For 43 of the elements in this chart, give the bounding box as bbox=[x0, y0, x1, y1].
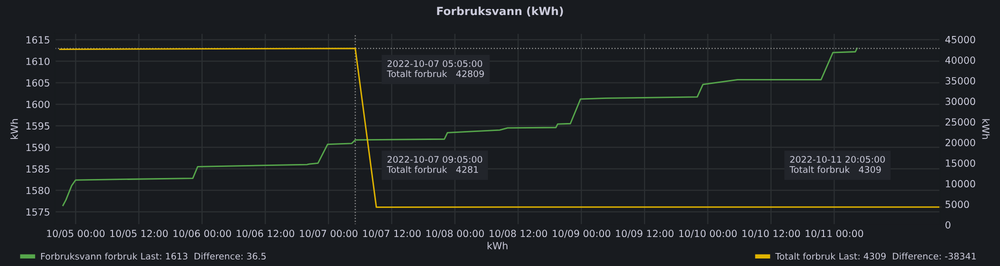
y2-tick-label: 40000 bbox=[945, 56, 976, 64]
y-tick-label: 1595 bbox=[26, 122, 50, 130]
annotation: 2022-10-11 20:05:00 Totalt forbruk 4309 bbox=[790, 156, 885, 173]
x-tick-label: 10/07 00:00 bbox=[300, 230, 358, 238]
x-tick-label: 10/09 00:00 bbox=[552, 230, 610, 238]
y2-tick-label: 20000 bbox=[946, 138, 976, 146]
y-axis-title: kWh bbox=[10, 119, 18, 139]
chart-title: Forbruksvann (kWh) bbox=[437, 6, 563, 16]
y2-tick-label: 35000 bbox=[946, 77, 976, 84]
x-tick-label: 10/10 00:00 bbox=[679, 230, 737, 238]
text: Last: 4309 Difference: -38341 bbox=[839, 252, 976, 260]
x-tick-label: 10/07 12:00 bbox=[363, 230, 421, 238]
x-tick-label: 10/11 00:00 bbox=[806, 230, 864, 238]
y-tick-label: 1580 bbox=[26, 186, 50, 194]
y-tick-label: 1600 bbox=[26, 100, 50, 108]
y2-axis-title: kWh bbox=[982, 119, 990, 139]
y2-tick-label: 10000 bbox=[946, 180, 976, 188]
x-tick-label: 10/10 12:00 bbox=[742, 230, 800, 238]
legend-label: Forbruksvann forbruk bbox=[41, 252, 138, 260]
y-tick-label: 1610 bbox=[26, 58, 50, 66]
x-tick-label: 10/06 12:00 bbox=[236, 230, 294, 238]
x-axis-title: kWh bbox=[488, 242, 508, 250]
text: Last: 1613 Difference: 36.5 bbox=[141, 252, 266, 260]
y2-tick-label: 45000 bbox=[945, 36, 976, 44]
y-tick-label: 1585 bbox=[26, 165, 50, 173]
y2-tick-label: 25000 bbox=[946, 118, 976, 126]
y-tick-label: 1590 bbox=[26, 144, 50, 152]
y-tick-label: 1575 bbox=[26, 208, 50, 216]
legend-label: Totalt forbruk bbox=[775, 252, 836, 260]
y-tick-label: 1605 bbox=[26, 79, 50, 87]
x-tick-label: 10/08 12:00 bbox=[490, 230, 548, 238]
annotation: 2022-10-07 09:05:00 Totalt forbruk 4281 bbox=[386, 156, 482, 173]
y-tick-label: 1615 bbox=[26, 36, 50, 44]
annotation: 2022-10-07 05:05:00 Totalt forbruk 42809 bbox=[386, 60, 484, 78]
y2-tick-label: 15000 bbox=[946, 159, 976, 167]
x-tick-label: 10/05 12:00 bbox=[110, 230, 168, 238]
x-tick-label: 10/09 12:00 bbox=[616, 230, 674, 238]
x-tick-label: 10/06 00:00 bbox=[174, 230, 231, 238]
y2-tick-label: 0 bbox=[946, 221, 950, 229]
x-tick-label: 10/08 00:00 bbox=[426, 230, 484, 238]
y2-tick-label: 30000 bbox=[946, 98, 976, 106]
x-tick-label: 10/05 00:00 bbox=[47, 230, 105, 238]
y2-tick-label: 5000 bbox=[946, 200, 969, 208]
